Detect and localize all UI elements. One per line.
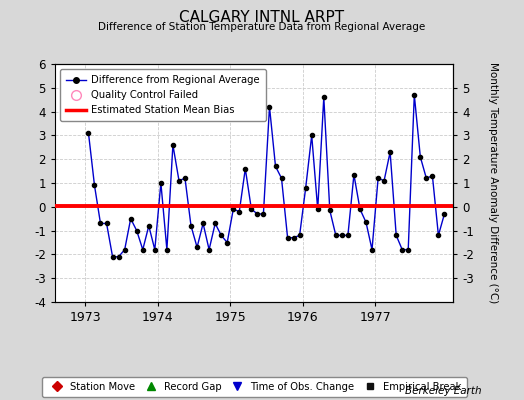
Text: Berkeley Earth: Berkeley Earth: [406, 386, 482, 396]
Text: CALGARY INTNL ARPT: CALGARY INTNL ARPT: [179, 10, 345, 25]
Legend: Station Move, Record Gap, Time of Obs. Change, Empirical Break: Station Move, Record Gap, Time of Obs. C…: [41, 377, 467, 397]
Text: Difference of Station Temperature Data from Regional Average: Difference of Station Temperature Data f…: [99, 22, 425, 32]
Y-axis label: Monthly Temperature Anomaly Difference (°C): Monthly Temperature Anomaly Difference (…: [488, 62, 498, 304]
